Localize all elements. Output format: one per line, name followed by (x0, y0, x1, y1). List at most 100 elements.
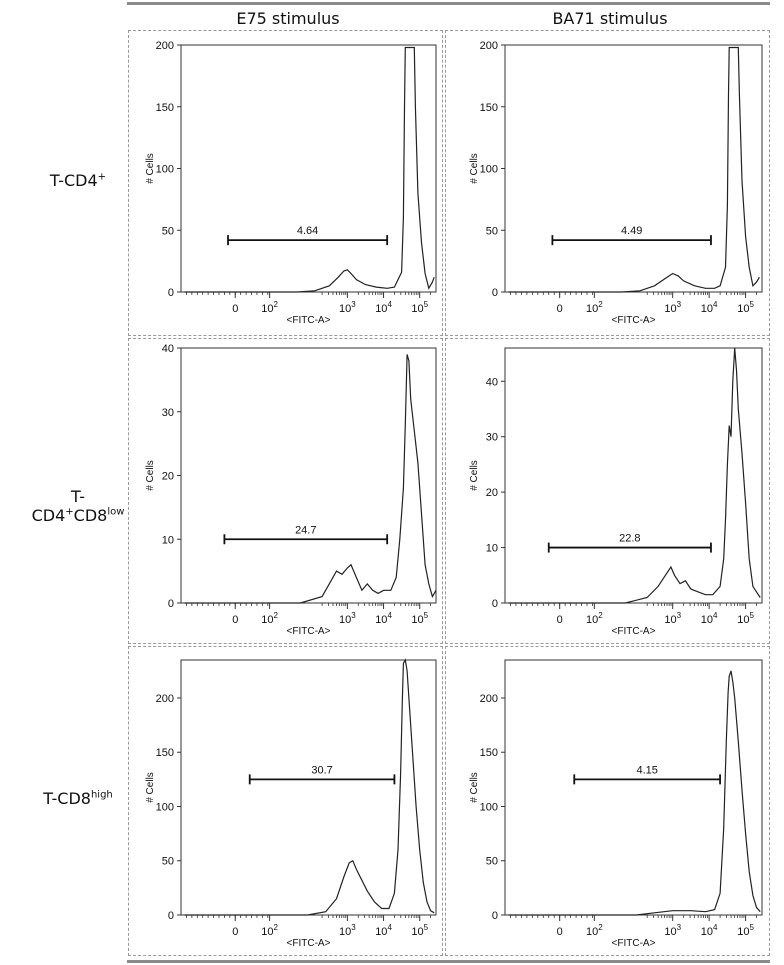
plot-frame (180, 659, 437, 916)
histogram-curve (508, 670, 761, 916)
row-label-cd4-cd8low: T-CD4+CD8low (31, 487, 125, 525)
x-tick-label: 103 (339, 923, 356, 938)
y-axis-label: # Cells (469, 153, 480, 184)
y-tick-label: 100 (480, 801, 498, 813)
panel-frame-r1c0 (128, 338, 443, 644)
y-axis-label: # Cells (145, 460, 156, 491)
y-axis-label: # Cells (145, 153, 156, 184)
plot-frame (504, 347, 763, 604)
y-tick-label: 150 (480, 747, 498, 759)
histogram-panel-0: 0 50 100 150 200 # Cells 0 102 103 104 105 <FITC-A>… (145, 40, 437, 326)
x-tick-label: 0 (232, 303, 238, 315)
plot-frame (180, 44, 437, 293)
column-header-ba71: BA71 stimulus (552, 9, 668, 28)
y-tick-label: 100 (480, 164, 498, 176)
x-tick-label: 104 (701, 923, 718, 938)
histogram-panel-4: 0 50 100 150 200 # Cells 0 102 103 104 105 <FITC-A>… (145, 658, 437, 949)
histogram-panel-3: 0 10 20 30 40 # Cells 0 102 103 104 105 <FITC-A> 22.… (469, 347, 763, 637)
x-tick-label: 105 (737, 300, 754, 315)
x-tick-label: 103 (339, 300, 356, 315)
gate-percent-label: 4.64 (297, 225, 318, 237)
x-tick-label: 102 (261, 300, 278, 315)
y-axis-label: # Cells (145, 772, 156, 803)
panel-frame-r2c1 (445, 646, 770, 956)
x-tick-label: 102 (261, 923, 278, 938)
y-tick-label: 100 (156, 801, 174, 813)
x-tick-label: 104 (375, 611, 392, 626)
gate-percent-label: 4.49 (621, 225, 642, 237)
gate-percent-label: 30.7 (311, 764, 332, 776)
histogram-panel-1: 0 50 100 150 200 # Cells 0 102 103 104 105 <FITC-A>… (469, 40, 763, 326)
y-tick-label: 20 (486, 487, 498, 499)
y-tick-label: 200 (156, 693, 174, 705)
y-tick-label: 50 (486, 856, 498, 868)
histogram-curve (184, 354, 437, 604)
y-tick-label: 150 (156, 102, 174, 114)
x-tick-label: 104 (701, 611, 718, 626)
x-tick-label: 104 (375, 923, 392, 938)
x-tick-label: 102 (586, 611, 603, 626)
panel-frame-r0c0 (128, 30, 443, 336)
x-axis-label: <FITC-A> (612, 626, 656, 637)
x-tick-label: 0 (557, 926, 563, 938)
plot-frame (504, 659, 763, 916)
y-tick-label: 50 (486, 225, 498, 237)
x-tick-label: 102 (261, 611, 278, 626)
y-tick-label: 0 (492, 287, 498, 299)
y-tick-label: 0 (168, 598, 174, 610)
y-tick-label: 10 (486, 543, 498, 555)
x-tick-label: 0 (557, 614, 563, 626)
gate-percent-label: 4.15 (636, 764, 657, 776)
x-tick-label: 0 (232, 926, 238, 938)
x-tick-label: 102 (586, 923, 603, 938)
x-tick-label: 103 (339, 611, 356, 626)
panel-frame-r2c0 (128, 646, 443, 956)
x-tick-label: 0 (232, 614, 238, 626)
plot-frame (504, 44, 763, 293)
y-tick-label: 50 (162, 856, 174, 868)
histogram-panel-2: 0 10 20 30 40 # Cells 0 102 103 104 105 <FITC-A> 24.… (145, 343, 437, 637)
x-tick-label: 104 (375, 300, 392, 315)
y-tick-label: 20 (162, 471, 174, 483)
x-axis-label: <FITC-A> (287, 315, 331, 326)
x-tick-label: 103 (664, 923, 681, 938)
y-tick-label: 100 (156, 164, 174, 176)
panel-frame-r0c1 (445, 30, 770, 336)
y-tick-label: 150 (480, 102, 498, 114)
y-tick-label: 200 (480, 40, 498, 52)
x-tick-label: 0 (557, 303, 563, 315)
histogram-curve (508, 46, 760, 293)
bottom-rule (127, 960, 770, 963)
y-tick-label: 200 (156, 40, 174, 52)
column-header-e75: E75 stimulus (236, 9, 340, 28)
x-axis-label: <FITC-A> (287, 626, 331, 637)
panel-frame-r1c1 (445, 338, 770, 644)
y-tick-label: 0 (492, 598, 498, 610)
x-axis-label: <FITC-A> (612, 315, 656, 326)
x-tick-label: 105 (737, 611, 754, 626)
x-tick-label: 105 (411, 923, 428, 938)
histogram-panel-5: 0 50 100 150 200 # Cells 0 102 103 104 105 <FITC-A>… (469, 659, 763, 949)
x-tick-label: 105 (737, 923, 754, 938)
histogram-curve (508, 347, 761, 604)
y-tick-label: 0 (168, 910, 174, 922)
y-tick-label: 40 (486, 376, 498, 388)
gate-percent-label: 24.7 (295, 524, 316, 536)
y-tick-label: 0 (492, 910, 498, 922)
x-tick-label: 105 (411, 611, 428, 626)
y-tick-label: 150 (156, 747, 174, 759)
row-label-cd4: T-CD4+ (49, 171, 107, 190)
y-axis-label: # Cells (469, 772, 480, 803)
row-label-cd8high: T-CD8high (43, 789, 113, 808)
histogram-curve (184, 46, 435, 293)
y-tick-label: 50 (162, 225, 174, 237)
y-tick-label: 200 (480, 693, 498, 705)
y-tick-label: 40 (162, 343, 174, 355)
y-tick-label: 10 (162, 534, 174, 546)
x-axis-label: <FITC-A> (612, 938, 656, 949)
x-tick-label: 105 (411, 300, 428, 315)
y-tick-label: 0 (168, 287, 174, 299)
x-axis-label: <FITC-A> (287, 938, 331, 949)
y-tick-label: 30 (486, 432, 498, 444)
